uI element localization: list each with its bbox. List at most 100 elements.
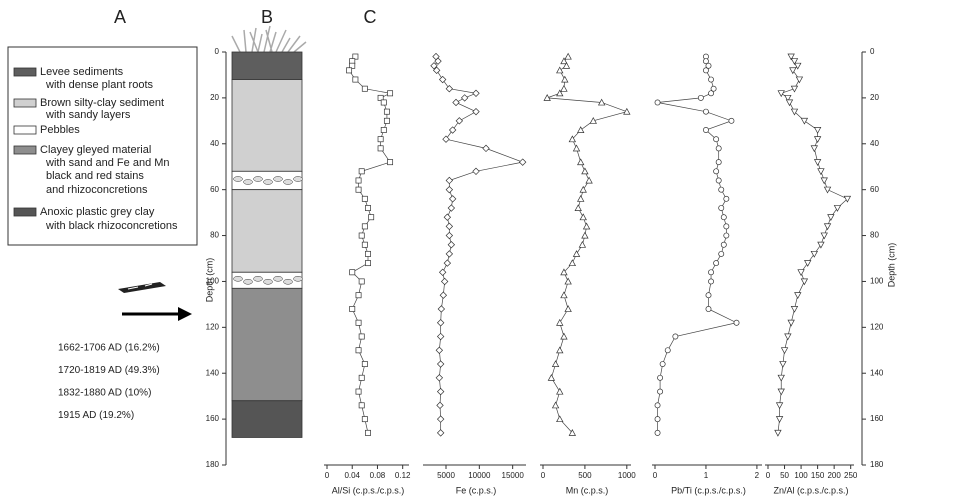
marker (436, 401, 444, 410)
marker (543, 94, 551, 101)
y-tick-label: 20 (870, 93, 879, 102)
marker (358, 402, 365, 409)
y-tick-label: 60 (210, 185, 219, 194)
marker (562, 61, 571, 69)
marker (445, 176, 454, 185)
marker (597, 98, 606, 106)
marker (434, 57, 442, 65)
marker (843, 195, 852, 203)
x-tick-label: 1 (704, 471, 709, 480)
pebble (233, 176, 243, 182)
marker (794, 292, 802, 300)
marker (789, 67, 797, 75)
marker (365, 429, 371, 436)
marker (589, 117, 597, 124)
marker (823, 223, 832, 231)
y-tick-label: 60 (870, 185, 879, 194)
marker (780, 347, 789, 355)
marker (358, 232, 365, 239)
legend-text: black and red stains (46, 170, 144, 182)
marker (365, 250, 371, 257)
marker (436, 415, 445, 423)
profile-line (547, 56, 628, 434)
marker (582, 222, 591, 230)
marker (713, 260, 720, 267)
legend-swatch (13, 67, 37, 77)
marker (436, 387, 445, 396)
marker (482, 144, 490, 153)
marker (387, 159, 394, 166)
marker (358, 168, 365, 175)
marker (551, 401, 560, 409)
panel-label: A (114, 7, 126, 27)
marker (654, 402, 661, 409)
marker (708, 269, 714, 276)
marker (703, 108, 709, 115)
marker (361, 223, 368, 230)
y-tick-label: 40 (870, 139, 879, 148)
marker (820, 177, 828, 185)
marker (447, 204, 456, 212)
legend-text: Levee sediments (40, 66, 124, 78)
marker (579, 213, 587, 221)
x-tick-label: 2 (755, 471, 760, 480)
marker (443, 213, 452, 221)
marker (355, 347, 362, 354)
x-tick-label: 250 (844, 471, 858, 480)
profile-line (777, 56, 849, 433)
x-tick-label: 5000 (437, 471, 455, 480)
marker (445, 231, 454, 240)
date-label: 1662-1706 AD (16.2%) (58, 343, 160, 354)
marker (659, 361, 666, 367)
pebble (253, 176, 263, 182)
y-tick-label: 120 (206, 322, 220, 331)
y-tick-label: 0 (870, 47, 875, 56)
x-tick-label: 0 (653, 471, 658, 480)
x-tick-label: 100 (794, 471, 808, 480)
pebble (283, 279, 293, 285)
marker (785, 99, 794, 107)
marker (713, 168, 720, 175)
y-tick-label: 140 (206, 368, 220, 377)
x-tick-label: 10000 (468, 471, 491, 480)
marker (664, 347, 671, 354)
marker (440, 277, 449, 286)
y-tick-label: 40 (210, 139, 219, 148)
marker (377, 136, 384, 143)
pebble (243, 179, 253, 185)
profile: 0 0.04 0.08 0.12 Al/Si (c.p.s./c.p.s.) (324, 53, 411, 495)
y-tick-label: 180 (870, 460, 884, 469)
marker (790, 306, 799, 313)
x-tick-label: 1000 (618, 471, 636, 480)
marker (795, 76, 804, 84)
marker (438, 75, 447, 84)
marker (556, 415, 564, 423)
legend-text: and rhizoconcretions (46, 184, 148, 196)
pebble (283, 179, 293, 185)
pebble (293, 276, 303, 282)
marker (556, 318, 564, 326)
marker (438, 268, 447, 276)
y-tick-label: 100 (870, 277, 884, 286)
marker (728, 117, 735, 124)
marker (443, 259, 452, 267)
pebble (263, 179, 273, 185)
marker (455, 117, 464, 125)
marker (358, 278, 365, 285)
marker (436, 429, 445, 437)
y-tick-label: 0 (215, 47, 220, 56)
marker (775, 416, 784, 423)
marker (472, 89, 480, 97)
y-tick-label: 80 (870, 231, 879, 240)
legend-text: Pebbles (40, 124, 80, 136)
profile: 0 50 100 150 200 250 Zn/Al (c.p.s./c.p.s.) (765, 53, 858, 495)
marker (560, 332, 568, 340)
pebble (273, 176, 283, 182)
marker (723, 232, 730, 239)
marker (713, 136, 720, 143)
layer (231, 189, 303, 273)
marker (365, 260, 371, 267)
marker (560, 291, 568, 299)
